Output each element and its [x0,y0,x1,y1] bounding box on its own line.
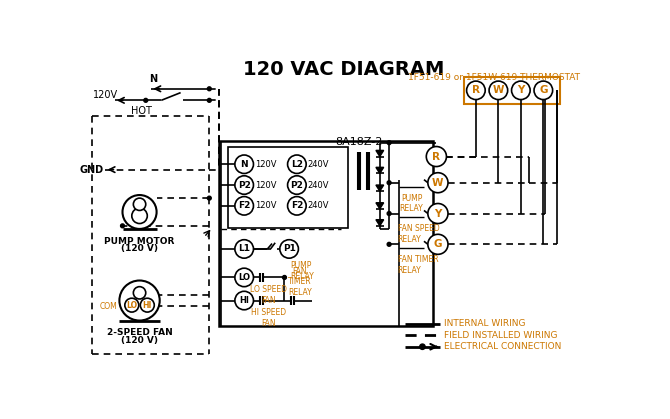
Circle shape [512,81,530,100]
Circle shape [428,204,448,223]
Text: F2: F2 [291,201,303,210]
Text: P1: P1 [283,244,295,253]
Circle shape [283,276,286,279]
Text: (120 V): (120 V) [121,336,158,345]
Text: 2-SPEED FAN: 2-SPEED FAN [107,328,172,337]
Text: N: N [149,74,157,84]
Polygon shape [376,185,384,191]
Text: L2: L2 [291,160,303,169]
Circle shape [235,176,253,194]
Text: P2: P2 [238,181,251,189]
Text: L1: L1 [238,244,250,253]
Text: F2: F2 [238,201,251,210]
Text: W: W [432,178,444,188]
Text: PUMP
RELAY: PUMP RELAY [291,261,314,281]
Text: FIELD INSTALLED WIRING: FIELD INSTALLED WIRING [444,331,557,340]
Circle shape [489,81,508,100]
Circle shape [387,181,391,185]
Polygon shape [376,220,384,226]
Circle shape [426,147,446,166]
Bar [464,77,560,104]
Text: 1F51-619 or 1F51W-619 THERMOSTAT: 1F51-619 or 1F51W-619 THERMOSTAT [409,73,580,83]
Polygon shape [376,150,384,157]
Circle shape [119,280,159,321]
Text: LO: LO [126,301,137,310]
Circle shape [123,195,157,229]
Text: LO SPEED
FAN: LO SPEED FAN [251,285,287,305]
Circle shape [428,234,448,254]
Polygon shape [376,203,384,209]
Circle shape [534,81,553,100]
Circle shape [132,208,147,223]
Text: 240V: 240V [308,181,329,189]
Circle shape [387,243,391,246]
Text: GND: GND [80,165,104,175]
Text: N: N [241,160,248,169]
Text: FAN
TIMER
RELAY: FAN TIMER RELAY [288,267,312,297]
Circle shape [235,155,253,173]
Text: COM: COM [100,302,118,311]
Circle shape [207,196,211,200]
Text: (120 V): (120 V) [121,244,158,253]
Text: FAN SPEED
RELAY: FAN SPEED RELAY [397,224,440,244]
Circle shape [235,240,253,258]
Circle shape [387,212,391,215]
Text: P2: P2 [290,181,304,189]
Circle shape [280,240,298,258]
Text: HOT: HOT [131,106,152,116]
Text: 120V: 120V [255,160,277,169]
Text: W: W [492,85,504,95]
Circle shape [466,81,485,100]
Text: R: R [432,152,440,162]
Circle shape [235,291,253,310]
Circle shape [428,173,448,193]
Text: ELECTRICAL CONNECTION: ELECTRICAL CONNECTION [444,342,561,351]
Circle shape [207,87,211,91]
Text: HI: HI [239,296,249,305]
Circle shape [235,268,253,287]
Text: R: R [472,85,480,95]
Circle shape [140,298,154,312]
Circle shape [144,98,147,102]
Bar [219,141,433,326]
Text: HI SPEED
FAN: HI SPEED FAN [251,308,287,328]
Circle shape [287,176,306,194]
Circle shape [125,298,139,312]
Text: HI: HI [143,301,152,310]
Circle shape [235,197,253,215]
Circle shape [133,198,146,210]
Circle shape [121,224,125,228]
Bar [228,147,348,228]
Text: INTERNAL WIRING: INTERNAL WIRING [444,319,526,328]
Text: 240V: 240V [308,201,329,210]
Text: G: G [433,239,442,249]
Text: 120V: 120V [255,201,277,210]
Text: Y: Y [434,209,442,219]
Text: PUMP MOTOR: PUMP MOTOR [105,237,175,246]
Text: G: G [539,85,547,95]
Text: Y: Y [517,85,525,95]
Circle shape [419,344,425,349]
Circle shape [387,141,391,145]
Text: 120V: 120V [93,90,118,100]
Circle shape [207,98,211,102]
Text: 120V: 120V [255,181,277,189]
Circle shape [287,155,306,173]
Text: 8A18Z-2: 8A18Z-2 [335,137,383,147]
Text: LO: LO [238,273,250,282]
Text: PUMP
RELAY: PUMP RELAY [400,194,423,213]
Text: FAN TIMER
RELAY: FAN TIMER RELAY [397,255,438,274]
Circle shape [287,197,306,215]
Text: 120 VAC DIAGRAM: 120 VAC DIAGRAM [243,59,444,78]
Circle shape [133,287,146,299]
Text: 240V: 240V [308,160,329,169]
Polygon shape [376,167,384,173]
